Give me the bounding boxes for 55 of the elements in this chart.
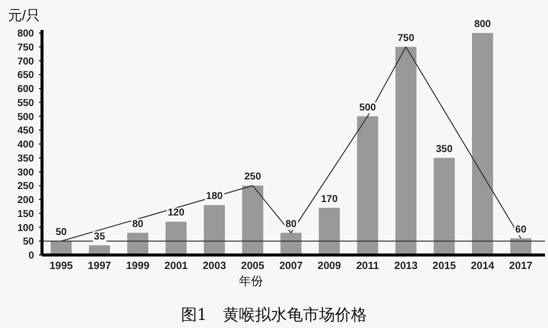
bar [242, 186, 264, 255]
x-tick-label: 1997 [88, 260, 112, 272]
data-label: 35 [94, 231, 106, 242]
y-tick-label: 450 [17, 126, 34, 137]
y-tick-label: 700 [17, 56, 34, 68]
y-tick-label: 600 [17, 84, 34, 95]
x-tick-label: 1995 [49, 260, 73, 272]
y-tick-label: 550 [17, 98, 34, 109]
bar [395, 46, 416, 255]
y-tick-label: 650 [17, 70, 34, 82]
bar [357, 116, 378, 255]
x-tick-label: 2001 [164, 260, 188, 272]
x-tick-label: 2013 [394, 260, 418, 272]
data-label: 80 [285, 218, 297, 230]
bar [127, 232, 148, 255]
x-tick-label: 2007 [279, 260, 303, 272]
bar [166, 222, 187, 255]
y-tick-label: 750 [17, 42, 34, 54]
x-tick-label: 2015 [432, 260, 456, 272]
bar [434, 158, 455, 255]
x-tick-label: 2003 [202, 260, 226, 272]
data-label: 60 [515, 224, 527, 236]
data-label: 80 [132, 218, 144, 230]
y-tick-label: 400 [17, 140, 34, 150]
y-tick-label: 100 [17, 222, 34, 234]
x-tick-label: 2005 [241, 260, 265, 272]
y-tick-label: 200 [17, 195, 34, 206]
x-tick-label: 2017 [509, 260, 533, 272]
y-tick-label: 500 [17, 112, 34, 123]
text: 图1 黄喉拟水龟市场价格 [180, 305, 368, 324]
x-tick-label: 1999 [126, 260, 150, 272]
x-tick-label: 2014 [470, 260, 494, 272]
data-label: 500 [359, 102, 376, 114]
data-label: 180 [206, 191, 224, 202]
y-tick-label: 150 [17, 208, 34, 220]
y-tick-label: 800 [17, 28, 34, 40]
x-axis-title: 年份 [239, 274, 263, 288]
data-label: 120 [168, 208, 185, 219]
y-tick-label: 350 [17, 153, 34, 164]
data-label: 800 [474, 19, 492, 30]
y-tick-label: 250 [17, 181, 34, 192]
data-label: 250 [244, 172, 262, 183]
x-tick-label: 2009 [318, 260, 342, 272]
data-label: 350 [436, 144, 454, 155]
y-tick-label: 0 [28, 250, 34, 262]
y-axis-title: 元/只 [8, 7, 40, 23]
y-tick-label: 50 [22, 236, 34, 248]
data-label: 750 [398, 32, 415, 44]
y-tick-label: 300 [17, 167, 34, 178]
x-tick-label: 2011 [356, 260, 380, 272]
bar [204, 205, 225, 255]
data-label: 50 [56, 227, 68, 238]
data-label: 170 [320, 194, 338, 205]
bar [472, 33, 494, 255]
bar [318, 208, 340, 255]
